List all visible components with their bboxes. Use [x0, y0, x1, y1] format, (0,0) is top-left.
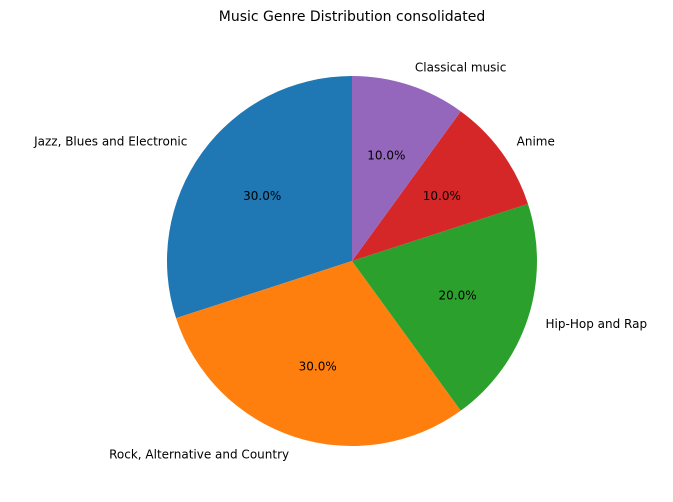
pie-slice-hip-hop-and-rap: [352, 203, 537, 411]
slice-label-rock-alternative-and-country: Rock, Alternative and Country: [109, 448, 289, 462]
pie-slice-anime: [352, 111, 528, 262]
slice-percent-anime: 10.0%: [423, 189, 461, 203]
slice-label-jazz-blues-and-electronic: Jazz, Blues and Electronic: [33, 134, 187, 148]
slice-label-hip-hop-and-rap: Hip-Hop and Rap: [546, 317, 648, 331]
pie-slices: [167, 76, 537, 447]
pie-slice-rock-alternative-and-country: [176, 261, 461, 447]
slice-percent-jazz-blues-and-electronic: 30.0%: [243, 189, 281, 203]
slice-percent-classical-music: 10.0%: [367, 148, 405, 162]
slice-label-anime: Anime: [517, 134, 555, 148]
chart-title: Music Genre Distribution consolidated: [219, 9, 486, 25]
slice-label-classical-music: Classical music: [415, 60, 506, 74]
pie-slice-classical-music: [352, 76, 461, 261]
slice-percent-rock-alternative-and-country: 30.0%: [299, 360, 337, 374]
slice-percent-hip-hop-and-rap: 20.0%: [439, 288, 477, 302]
pie-labels: Jazz, Blues and Electronic 30.0% Rock, Alt…: [33, 60, 647, 461]
pie-slice-jazz-blues-and-electronic: [167, 76, 352, 319]
